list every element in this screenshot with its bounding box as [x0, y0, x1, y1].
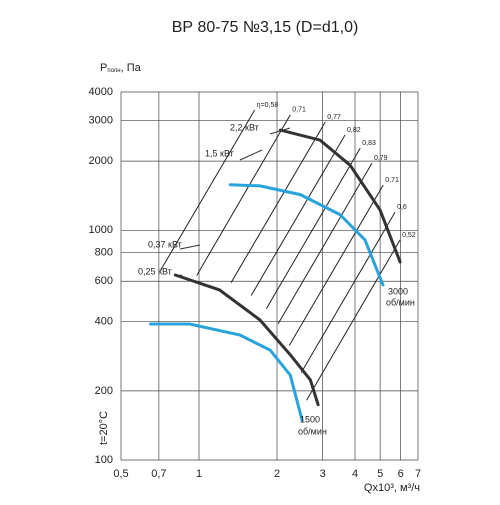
efficiency-label: 0,71 — [292, 107, 306, 114]
x-axis-label: Qx10³, м³/ч — [364, 482, 420, 494]
efficiency-label: 0,83 — [362, 140, 376, 147]
efficiency-line — [160, 109, 256, 271]
efficiency-line — [196, 114, 291, 276]
y-label-sub: полн — [107, 68, 120, 74]
annotation: 2,2 кВт — [230, 122, 259, 132]
annotation: об/мин — [298, 426, 327, 436]
y-tick-label: 4000 — [89, 86, 113, 98]
annotation: 0,25 кВт — [138, 266, 172, 276]
leader-line — [239, 149, 263, 161]
efficiency-line — [250, 134, 346, 296]
performance-curve — [149, 322, 304, 422]
y-tick-label: 400 — [95, 316, 113, 328]
x-tick-label: 3 — [320, 468, 326, 480]
x-tick-label: 1 — [196, 468, 202, 480]
efficiency-label: η=0,58 — [257, 102, 279, 109]
x-tick-label: 0,7 — [151, 468, 166, 480]
efficiency-label: 0,79 — [374, 155, 388, 162]
x-tick-label: 7 — [415, 468, 421, 480]
efficiency-label: 0,71 — [385, 177, 399, 184]
annotation: 0,37 кВт — [148, 239, 182, 249]
performance-curve — [278, 128, 402, 264]
x-tick-label: 4 — [352, 468, 358, 480]
efficiency-line — [277, 162, 373, 324]
y-tick-label: 3000 — [89, 115, 113, 127]
annotation: 1500 — [300, 414, 320, 424]
efficiency-label: 0,77 — [327, 114, 341, 121]
efficiency-label: 0,52 — [402, 232, 416, 239]
y-axis-label: Pполн, Па — [100, 62, 142, 74]
y-tick-label: 600 — [95, 275, 113, 287]
y-tick-label: 200 — [95, 385, 113, 397]
efficiency-line — [265, 147, 361, 309]
y-tick-label: 1000 — [89, 224, 113, 236]
efficiency-line — [306, 239, 401, 401]
performance-curve — [173, 273, 320, 407]
x-tick-label: 5 — [377, 468, 383, 480]
annotation: об/мин — [386, 297, 415, 307]
efficiency-label: 0,6 — [397, 204, 407, 211]
y-tick-label: 800 — [95, 246, 113, 258]
efficiency-line — [288, 184, 384, 346]
side-label: t=20°C — [98, 411, 110, 445]
y-label-unit: , Па — [121, 62, 142, 74]
annotation: 1,5 кВт — [205, 148, 234, 158]
y-tick-label: 2000 — [89, 155, 113, 167]
performance-curve — [228, 183, 385, 287]
efficiency-line — [300, 211, 396, 373]
y-label-main: P — [100, 62, 107, 74]
y-tick-label: 100 — [95, 454, 113, 466]
efficiency-line — [230, 121, 326, 283]
x-tick-label: 0,5 — [113, 468, 128, 480]
x-tick-label: 6 — [398, 468, 404, 480]
x-tick-label: 2 — [274, 468, 280, 480]
leader-line — [179, 244, 201, 250]
efficiency-label: 0,82 — [347, 127, 361, 134]
chart-title: ВР 80-75 №3,15 (D=d1,0) — [172, 19, 359, 36]
annotation: 3000 — [388, 286, 408, 296]
